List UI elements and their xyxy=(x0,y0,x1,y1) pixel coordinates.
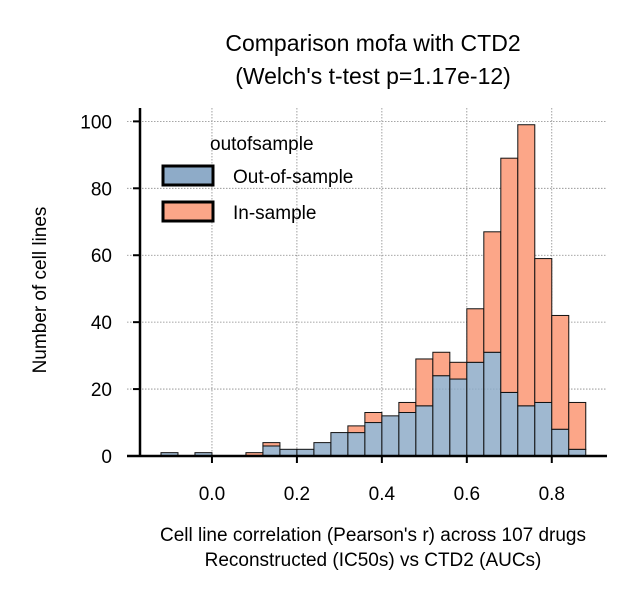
bar-out-of-sample-10 xyxy=(330,432,349,457)
chart-title: Comparison mofa with CTD2 xyxy=(225,30,520,56)
bar-out-of-sample-21 xyxy=(517,405,536,457)
bar-in-sample-20 xyxy=(500,157,519,393)
bar-in-sample-22 xyxy=(534,258,553,403)
histogram-bars xyxy=(160,124,587,457)
legend-swatch-in-sample xyxy=(161,200,215,223)
bar-out-of-sample-22 xyxy=(534,401,553,457)
tick-labels: 0.0 0.2 0.4 0.6 0.8 0 20 40 60 80 100 xyxy=(80,112,565,505)
bar-in-sample-14 xyxy=(398,401,417,414)
legend-label-in-sample: In-sample xyxy=(233,203,316,224)
bar-out-of-sample-13 xyxy=(381,415,400,457)
x-axis-label: Cell line correlation (Pearson's r) acro… xyxy=(160,525,586,546)
bar-out-of-sample-17 xyxy=(449,378,468,457)
y-tick-label-1: 20 xyxy=(91,380,112,401)
y-tick-label-0: 0 xyxy=(101,447,112,468)
bar-in-sample-6 xyxy=(262,442,281,447)
y-axis-label: Number of cell lines xyxy=(30,207,51,374)
y-tick-label-5: 100 xyxy=(80,112,112,133)
bar-in-sample-12 xyxy=(364,412,383,424)
y-tick-label-3: 60 xyxy=(91,246,112,267)
x-tick-label-3: 0.6 xyxy=(454,484,480,505)
bar-out-of-sample-16 xyxy=(432,375,451,457)
x-axis-label-line2: Reconstructed (IC50s) vs CTD2 (AUCs) xyxy=(205,550,542,571)
x-tick-label-0: 0.0 xyxy=(199,484,225,505)
y-tick-label-4: 80 xyxy=(91,179,112,200)
bar-in-sample-15 xyxy=(415,358,434,407)
y-tick-label-2: 40 xyxy=(91,313,112,334)
bar-out-of-sample-19 xyxy=(483,351,502,457)
chart-subtitle: (Welch's t-test p=1.17e-12) xyxy=(235,63,511,89)
bar-in-sample-24 xyxy=(568,401,587,450)
bar-out-of-sample-18 xyxy=(466,361,485,457)
bar-in-sample-21 xyxy=(517,124,536,407)
bar-in-sample-23 xyxy=(551,314,570,430)
bar-out-of-sample-14 xyxy=(398,412,417,457)
x-tick-label-2: 0.4 xyxy=(369,484,396,505)
legend-title: outofsample xyxy=(210,134,314,155)
bar-out-of-sample-9 xyxy=(313,442,332,457)
bar-in-sample-16 xyxy=(432,351,451,377)
bar-out-of-sample-20 xyxy=(500,391,519,457)
legend: outofsample Out-of-sample In-sample xyxy=(161,134,353,224)
bar-out-of-sample-6 xyxy=(262,445,281,457)
bar-in-sample-19 xyxy=(483,231,502,353)
x-tick-label-1: 0.2 xyxy=(284,484,310,505)
bar-in-sample-11 xyxy=(347,425,366,434)
bar-out-of-sample-23 xyxy=(551,428,570,457)
bar-in-sample-17 xyxy=(449,361,468,380)
bar-out-of-sample-15 xyxy=(415,405,434,457)
bar-in-sample-18 xyxy=(466,308,485,363)
x-tick-label-4: 0.8 xyxy=(539,484,565,505)
legend-label-out-of-sample: Out-of-sample xyxy=(233,167,353,188)
bar-out-of-sample-11 xyxy=(347,432,366,457)
legend-swatch-out-of-sample xyxy=(161,164,215,187)
bar-out-of-sample-12 xyxy=(364,422,383,457)
axes xyxy=(127,108,607,458)
